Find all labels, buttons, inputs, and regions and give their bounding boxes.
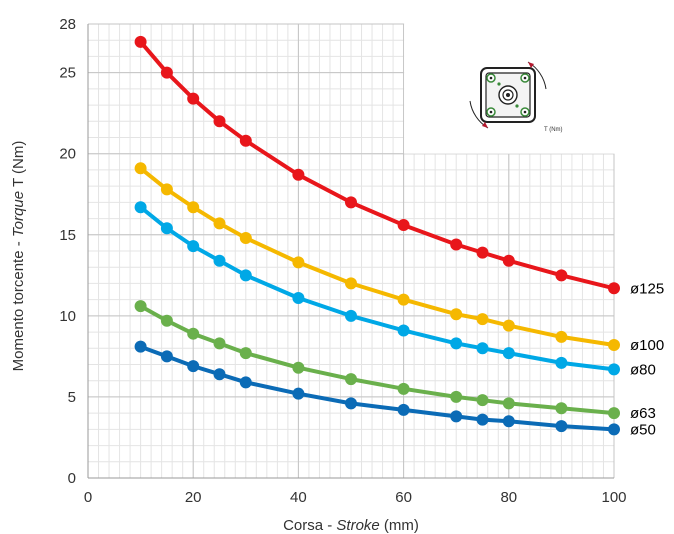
x-tick-label: 0 xyxy=(84,489,92,506)
data-point xyxy=(134,201,147,214)
y-tick-label: 20 xyxy=(59,146,76,163)
x-axis-label: Corsa - Stroke (mm) xyxy=(283,517,419,534)
data-point xyxy=(345,277,357,290)
y-tick-label: 28 xyxy=(59,16,76,33)
data-point xyxy=(345,397,357,410)
data-point xyxy=(239,347,252,360)
data-point xyxy=(476,394,489,407)
data-point xyxy=(397,324,410,337)
data-point xyxy=(160,66,173,79)
data-point xyxy=(239,269,252,282)
data-point xyxy=(608,282,620,295)
data-point xyxy=(502,254,515,267)
data-point xyxy=(160,222,173,235)
data-point xyxy=(134,340,147,353)
data-point xyxy=(160,314,173,327)
data-point xyxy=(476,413,489,426)
data-point xyxy=(476,313,489,326)
data-point xyxy=(134,35,147,48)
y-tick-label: 0 xyxy=(68,470,76,487)
data-point xyxy=(502,397,515,410)
data-point xyxy=(239,376,252,389)
data-point xyxy=(292,387,305,400)
data-point xyxy=(608,339,620,352)
data-point xyxy=(213,368,226,381)
x-tick-label: 60 xyxy=(395,489,412,506)
x-tick-label: 80 xyxy=(500,489,517,506)
y-tick-label: 15 xyxy=(59,227,76,244)
y-axis-label: Momento torcente - Torque T (Nm) xyxy=(10,141,27,372)
data-point xyxy=(134,300,147,313)
x-tick-label: 20 xyxy=(185,489,202,506)
series-label: ø50 xyxy=(630,421,656,438)
data-point xyxy=(134,162,147,175)
series-layer xyxy=(134,35,620,436)
data-point xyxy=(450,337,463,350)
data-point xyxy=(187,240,200,253)
data-point xyxy=(213,254,226,267)
data-point xyxy=(608,407,620,420)
data-point xyxy=(187,360,200,373)
data-point xyxy=(213,115,226,128)
data-point xyxy=(555,330,568,343)
y-tick-label: 10 xyxy=(59,308,76,325)
data-point xyxy=(187,201,200,214)
data-point xyxy=(555,356,568,369)
data-point xyxy=(555,402,568,415)
data-point xyxy=(397,293,410,306)
data-point xyxy=(555,269,568,282)
x-tick-label: 40 xyxy=(290,489,307,506)
series-label: ø63 xyxy=(630,405,656,422)
series-label: ø100 xyxy=(630,337,664,354)
data-point xyxy=(476,246,489,259)
data-point xyxy=(292,168,305,181)
data-point xyxy=(397,219,410,232)
data-point xyxy=(160,350,173,363)
data-point xyxy=(239,232,252,245)
y-tick-label: 25 xyxy=(59,65,76,82)
data-point xyxy=(502,319,515,332)
tick-labels: 0 20 40 60 80 100 0 5 10 15 20 25 28 xyxy=(59,16,626,506)
data-point xyxy=(608,363,620,376)
data-point xyxy=(239,134,252,147)
data-point xyxy=(502,347,515,360)
data-point xyxy=(608,423,620,436)
data-point xyxy=(555,420,568,433)
data-point xyxy=(502,415,515,428)
inset-torque-label: T (Nm) xyxy=(544,127,563,133)
data-point xyxy=(450,410,463,423)
data-point xyxy=(213,337,226,350)
data-point xyxy=(476,342,489,355)
cylinder-torque-icon xyxy=(469,61,547,129)
axes xyxy=(87,24,614,479)
data-point xyxy=(450,308,463,321)
data-point xyxy=(213,217,226,230)
data-point xyxy=(292,256,305,269)
data-point xyxy=(160,183,173,196)
data-point xyxy=(397,382,410,395)
data-point xyxy=(397,403,410,416)
data-point xyxy=(292,361,305,374)
series-label: ø125 xyxy=(630,280,664,297)
x-tick-label: 100 xyxy=(601,489,626,506)
data-point xyxy=(450,238,463,251)
y-tick-label: 5 xyxy=(68,389,76,406)
data-point xyxy=(450,390,463,403)
data-point xyxy=(187,327,200,340)
data-point xyxy=(187,92,200,105)
data-point xyxy=(345,309,357,322)
data-point xyxy=(292,292,305,305)
series-label: ø80 xyxy=(630,361,656,378)
data-point xyxy=(345,373,357,386)
data-point xyxy=(345,196,357,209)
